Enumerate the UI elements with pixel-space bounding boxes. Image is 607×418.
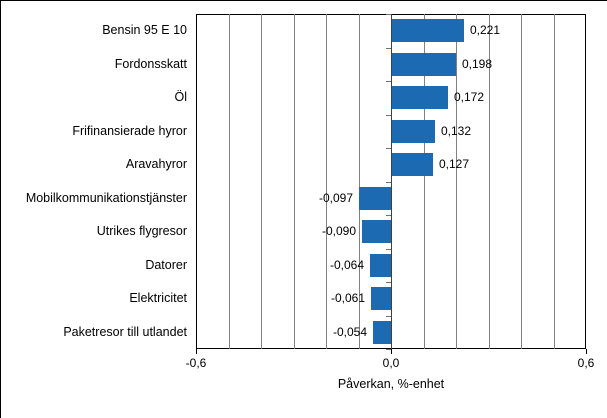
bar <box>392 86 448 109</box>
x-axis-tick <box>391 349 392 354</box>
category-label: Paketresor till utlandet <box>63 325 187 339</box>
bar-value-label: -0,061 <box>330 291 365 305</box>
category-axis-tick <box>386 249 391 250</box>
bar-value-label: 0,172 <box>454 90 485 104</box>
gridline <box>326 14 327 349</box>
x-tick-label: 0,0 <box>382 356 400 370</box>
x-tick-label: 0,6 <box>577 356 595 370</box>
bar-value-label: -0,090 <box>321 224 356 238</box>
gridline <box>554 14 555 349</box>
category-label: Bensin 95 E 10 <box>102 23 187 37</box>
category-axis-tick <box>386 48 391 49</box>
bar-value-label: -0,064 <box>329 258 364 272</box>
zero-axis-line <box>391 14 392 349</box>
gridline <box>261 14 262 349</box>
category-label: Utrikes flygresor <box>96 224 187 238</box>
category-axis-tick <box>386 215 391 216</box>
category-label: Datorer <box>145 258 187 272</box>
category-label: Aravahyror <box>125 157 187 171</box>
gridline <box>521 14 522 349</box>
category-axis-tick <box>386 14 391 15</box>
gridline <box>489 14 490 349</box>
bar <box>392 153 433 176</box>
x-axis-tick <box>586 349 587 354</box>
x-tick-label: -0,6 <box>185 356 207 370</box>
category-axis-tick <box>386 282 391 283</box>
gridline <box>456 14 457 349</box>
bar-value-label: -0,097 <box>318 191 353 205</box>
category-axis-tick <box>386 316 391 317</box>
gridline <box>359 14 360 349</box>
bar-value-label: -0,054 <box>332 325 367 339</box>
bar-value-label: 0,221 <box>470 23 501 37</box>
gridline <box>294 14 295 349</box>
category-axis-tick <box>386 349 391 350</box>
bar <box>362 220 391 243</box>
bar <box>373 321 391 344</box>
bar-value-label: 0,132 <box>441 124 472 138</box>
gridline <box>424 14 425 349</box>
bar <box>392 120 435 143</box>
bar-value-label: 0,198 <box>462 57 493 71</box>
gridline <box>229 14 230 349</box>
bar <box>370 254 391 277</box>
category-label: Mobilkommunikationstjänster <box>25 191 187 205</box>
category-axis-tick <box>386 115 391 116</box>
x-axis-tick <box>196 349 197 354</box>
category-axis-tick <box>386 148 391 149</box>
category-label: Öl <box>174 90 188 104</box>
bar-value-label: 0,127 <box>439 157 470 171</box>
category-axis-tick <box>386 81 391 82</box>
bar <box>359 187 391 210</box>
category-axis-tick <box>386 182 391 183</box>
bar <box>371 287 391 310</box>
category-label: Elektricitet <box>129 291 187 305</box>
category-label: Frifinansierade hyror <box>72 124 187 138</box>
x-axis-title: Påverkan, %-enhet <box>337 377 445 391</box>
category-label: Fordonsskatt <box>114 57 187 71</box>
bar <box>392 53 456 76</box>
bar <box>392 19 464 42</box>
